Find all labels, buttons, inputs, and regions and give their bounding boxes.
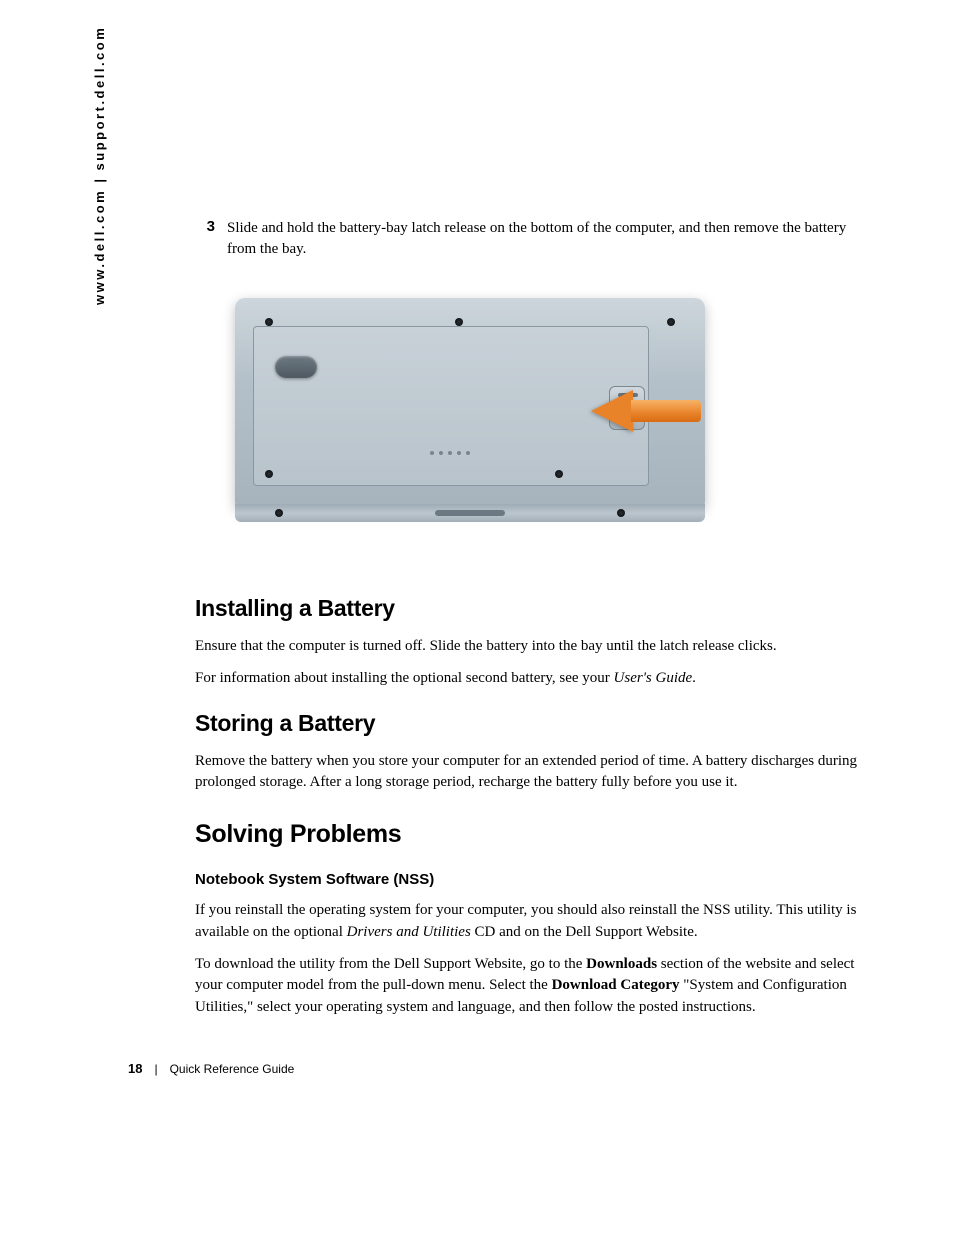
text-span: . bbox=[692, 670, 696, 686]
download-category-bold: Download Category bbox=[552, 977, 680, 993]
heading-installing-battery: Installing a Battery bbox=[195, 595, 860, 622]
users-guide-ref: User's Guide bbox=[614, 670, 693, 686]
storing-p1: Remove the battery when you store your c… bbox=[195, 751, 860, 795]
slide-arrow-icon bbox=[591, 390, 701, 432]
step-number: 3 bbox=[195, 218, 215, 260]
heading-storing-battery: Storing a Battery bbox=[195, 710, 860, 737]
laptop-base bbox=[235, 298, 705, 508]
battery-panel bbox=[253, 326, 649, 486]
text-span: CD and on the Dell Support Website. bbox=[471, 924, 698, 940]
nss-p1: If you reinstall the operating system fo… bbox=[195, 900, 860, 944]
side-url-text: www.dell.com | support.dell.com bbox=[92, 26, 107, 305]
page-content: 3 Slide and hold the battery-bay latch r… bbox=[195, 218, 860, 1029]
battery-latch-figure bbox=[235, 290, 705, 540]
heading-solving-problems: Solving Problems bbox=[195, 820, 860, 849]
vent-holes bbox=[430, 448, 490, 458]
screw-icon bbox=[667, 318, 675, 326]
screw-icon bbox=[265, 318, 273, 326]
text-span: For information about installing the opt… bbox=[195, 670, 614, 686]
laptop-front-edge bbox=[235, 504, 705, 522]
page-footer: 18 | Quick Reference Guide bbox=[128, 1061, 294, 1076]
downloads-bold: Downloads bbox=[586, 956, 657, 972]
step-3: 3 Slide and hold the battery-bay latch r… bbox=[195, 218, 860, 260]
page-number: 18 bbox=[128, 1061, 142, 1076]
installing-p2: For information about installing the opt… bbox=[195, 668, 860, 690]
screw-icon bbox=[617, 509, 625, 517]
installing-p1: Ensure that the computer is turned off. … bbox=[195, 636, 860, 658]
screw-icon bbox=[455, 318, 463, 326]
screw-icon bbox=[265, 470, 273, 478]
screw-icon bbox=[275, 509, 283, 517]
step-text: Slide and hold the battery-bay latch rel… bbox=[227, 218, 860, 260]
nss-p2: To download the utility from the Dell Su… bbox=[195, 954, 860, 1019]
screw-icon bbox=[555, 470, 563, 478]
footer-separator: | bbox=[154, 1062, 157, 1076]
text-span: To download the utility from the Dell Su… bbox=[195, 956, 586, 972]
footer-title: Quick Reference Guide bbox=[170, 1062, 295, 1076]
front-slot bbox=[435, 510, 505, 516]
heading-nss: Notebook System Software (NSS) bbox=[195, 871, 860, 888]
drivers-cd-ref: Drivers and Utilities bbox=[347, 924, 471, 940]
rubber-foot bbox=[275, 356, 317, 378]
